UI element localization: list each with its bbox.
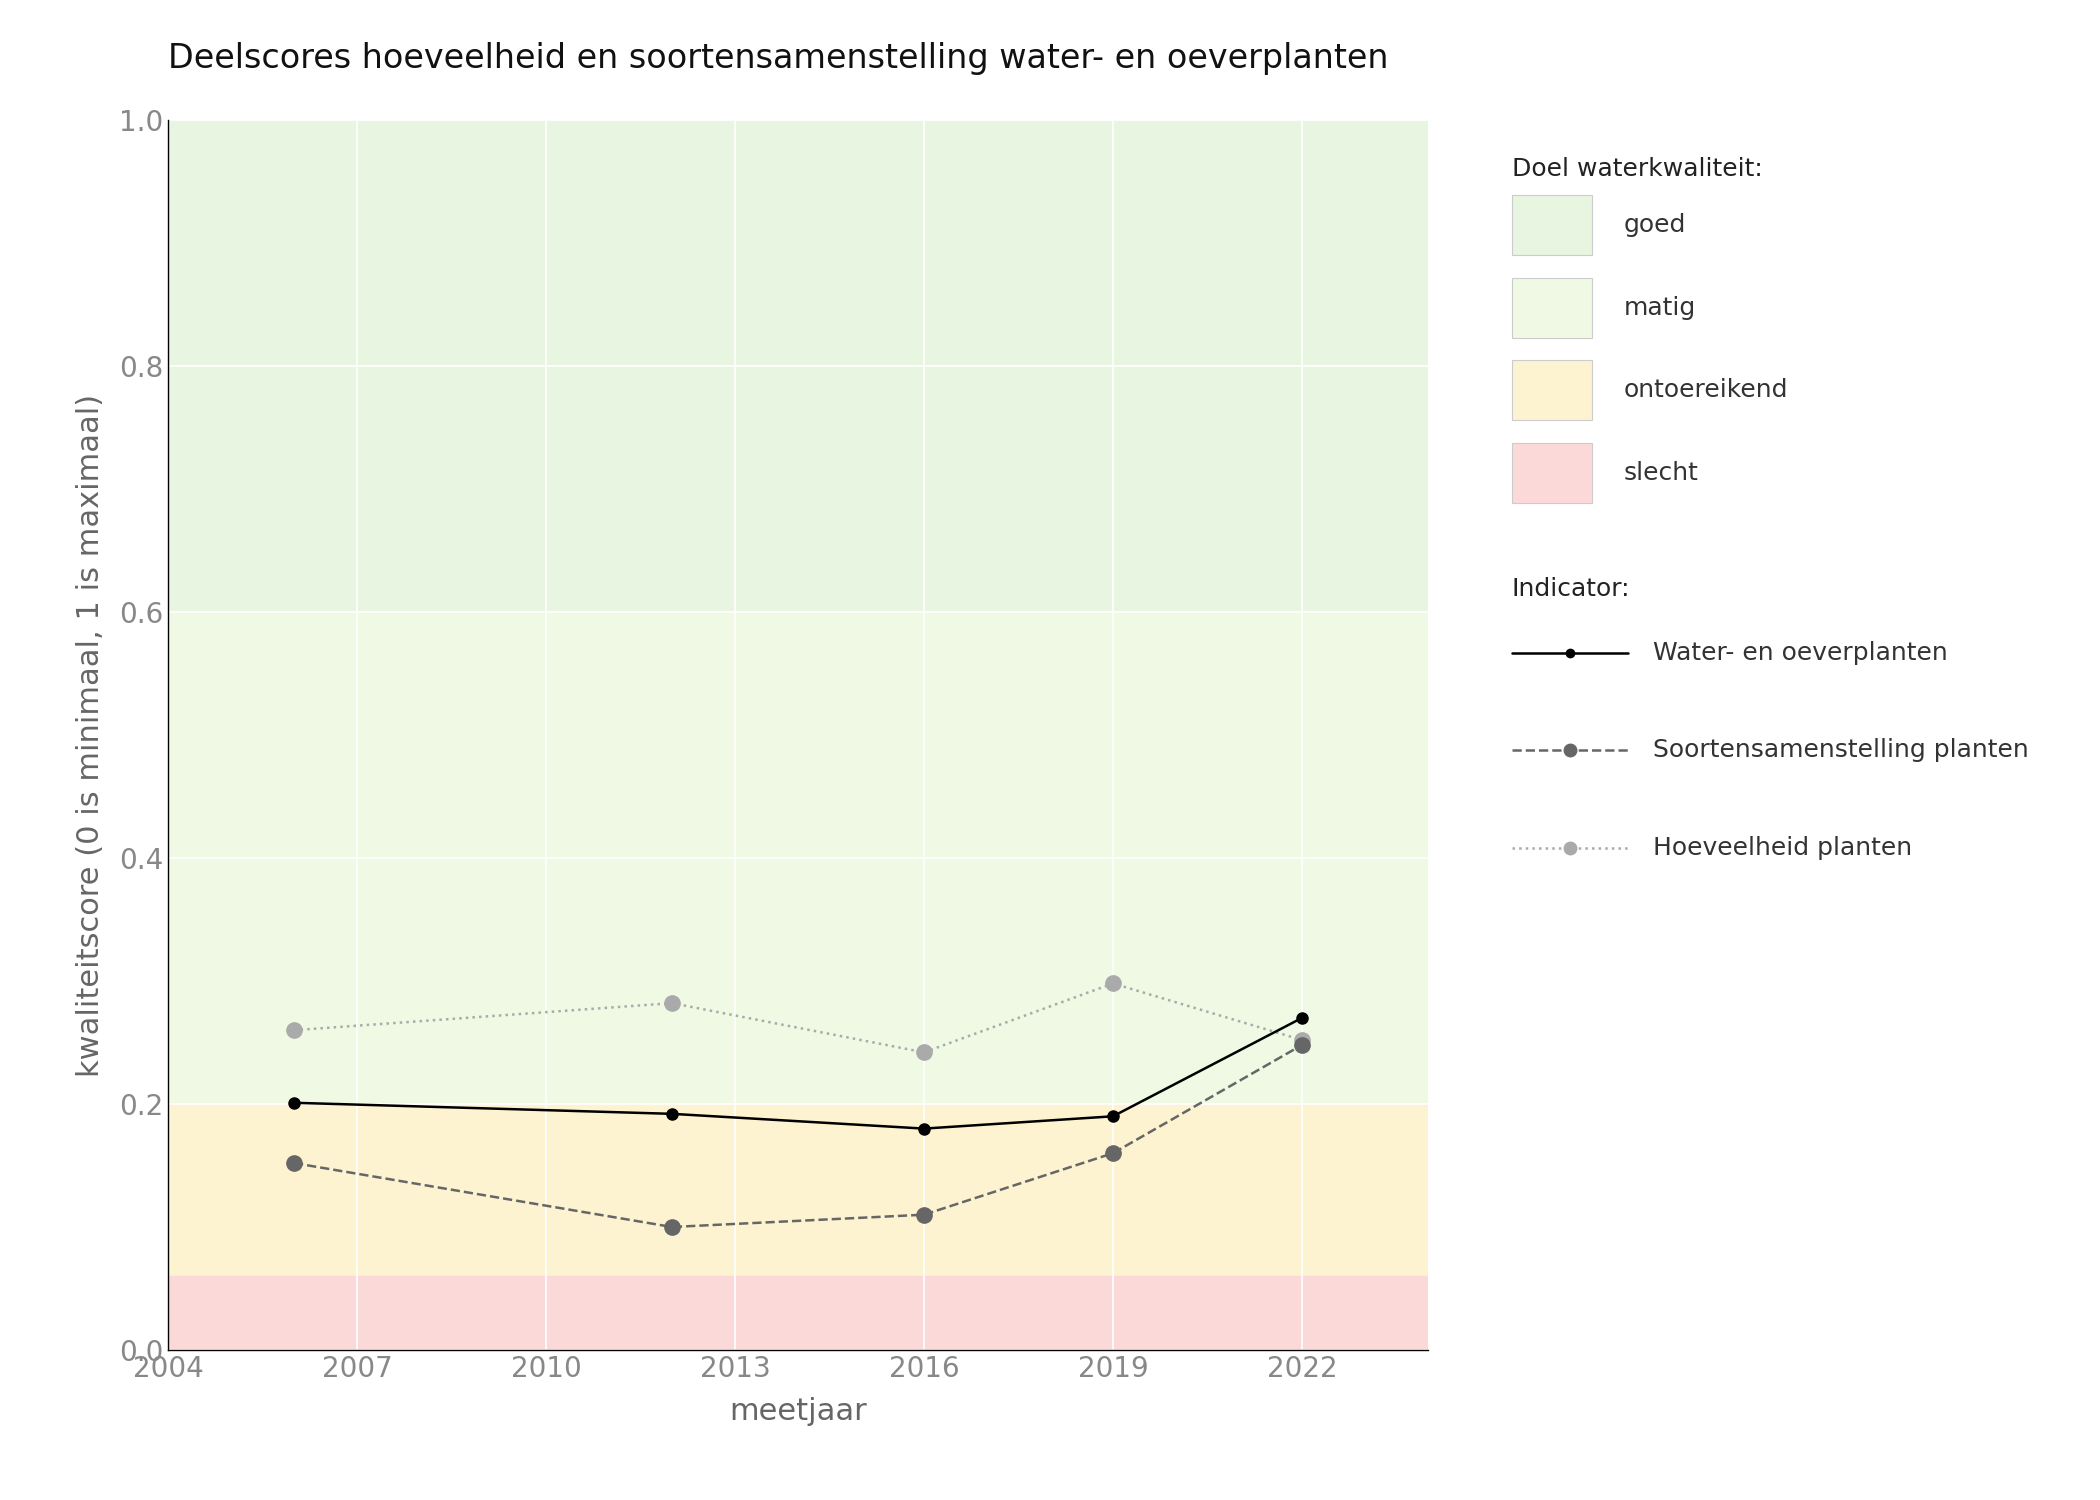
Text: goed: goed: [1623, 213, 1686, 237]
Text: Deelscores hoeveelheid en soortensamenstelling water- en oeverplanten: Deelscores hoeveelheid en soortensamenst…: [168, 42, 1388, 75]
X-axis label: meetjaar: meetjaar: [729, 1396, 867, 1425]
Bar: [168, 1104, 1428, 1276]
Bar: [168, 612, 1428, 1104]
Text: Doel waterkwaliteit:: Doel waterkwaliteit:: [1512, 158, 1762, 182]
Y-axis label: kwaliteitscore (0 is minimaal, 1 is maximaal): kwaliteitscore (0 is minimaal, 1 is maxi…: [76, 393, 105, 1077]
Text: Hoeveelheid planten: Hoeveelheid planten: [1653, 836, 1911, 860]
Text: Soortensamenstelling planten: Soortensamenstelling planten: [1653, 738, 2029, 762]
Text: matig: matig: [1623, 296, 1695, 320]
Text: Indicator:: Indicator:: [1512, 578, 1630, 602]
Text: ontoereikend: ontoereikend: [1623, 378, 1787, 402]
Text: Water- en oeverplanten: Water- en oeverplanten: [1653, 640, 1947, 664]
Bar: [168, 120, 1428, 612]
Bar: [168, 1276, 1428, 1350]
Text: slecht: slecht: [1623, 460, 1699, 484]
